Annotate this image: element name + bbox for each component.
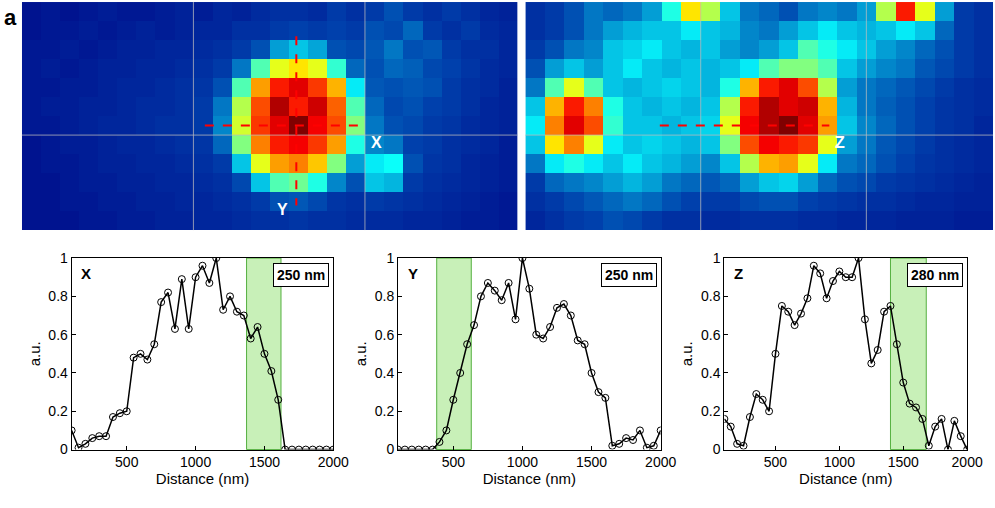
svg-text:Z: Z (734, 265, 743, 282)
svg-text:1: 1 (713, 250, 721, 266)
svg-text:1000: 1000 (824, 454, 855, 470)
svg-text:a.u.: a.u. (678, 341, 695, 366)
svg-text:0: 0 (386, 441, 394, 457)
svg-text:1000: 1000 (180, 454, 211, 470)
svg-text:280 nm: 280 nm (911, 267, 959, 283)
svg-text:0.2: 0.2 (48, 403, 68, 419)
svg-text:X: X (371, 134, 382, 151)
svg-text:2000: 2000 (318, 454, 349, 470)
svg-text:2000: 2000 (952, 454, 983, 470)
svg-text:a: a (4, 5, 17, 30)
svg-text:500: 500 (764, 454, 788, 470)
svg-text:0.4: 0.4 (701, 365, 721, 381)
svg-text:Distance (nm): Distance (nm) (483, 470, 576, 487)
svg-text:1: 1 (386, 250, 394, 266)
svg-text:0.4: 0.4 (48, 365, 68, 381)
svg-text:a.u.: a.u. (26, 341, 43, 366)
svg-text:0.2: 0.2 (375, 403, 395, 419)
svg-text:250 nm: 250 nm (277, 267, 325, 283)
svg-text:0.6: 0.6 (375, 327, 395, 343)
svg-text:0.8: 0.8 (701, 288, 721, 304)
svg-text:500: 500 (115, 454, 139, 470)
svg-text:0: 0 (713, 441, 721, 457)
svg-text:1500: 1500 (576, 454, 607, 470)
svg-text:0: 0 (60, 441, 68, 457)
svg-text:X: X (81, 265, 91, 282)
svg-text:Z: Z (835, 134, 845, 151)
svg-text:1000: 1000 (507, 454, 538, 470)
svg-text:0.6: 0.6 (701, 327, 721, 343)
svg-text:1500: 1500 (888, 454, 919, 470)
svg-text:1: 1 (60, 250, 68, 266)
svg-text:0.6: 0.6 (48, 327, 68, 343)
svg-text:0.8: 0.8 (375, 288, 395, 304)
svg-text:0.4: 0.4 (375, 365, 395, 381)
svg-text:Distance (nm): Distance (nm) (156, 470, 249, 487)
svg-text:500: 500 (442, 454, 466, 470)
svg-text:250 nm: 250 nm (605, 267, 653, 283)
svg-text:0.8: 0.8 (48, 288, 68, 304)
svg-text:Y: Y (277, 201, 288, 218)
svg-text:a.u.: a.u. (352, 341, 369, 366)
svg-text:Y: Y (408, 265, 418, 282)
svg-text:1500: 1500 (249, 454, 280, 470)
svg-text:Distance (nm): Distance (nm) (799, 470, 892, 487)
svg-text:0.2: 0.2 (701, 403, 721, 419)
svg-text:2000: 2000 (645, 454, 676, 470)
